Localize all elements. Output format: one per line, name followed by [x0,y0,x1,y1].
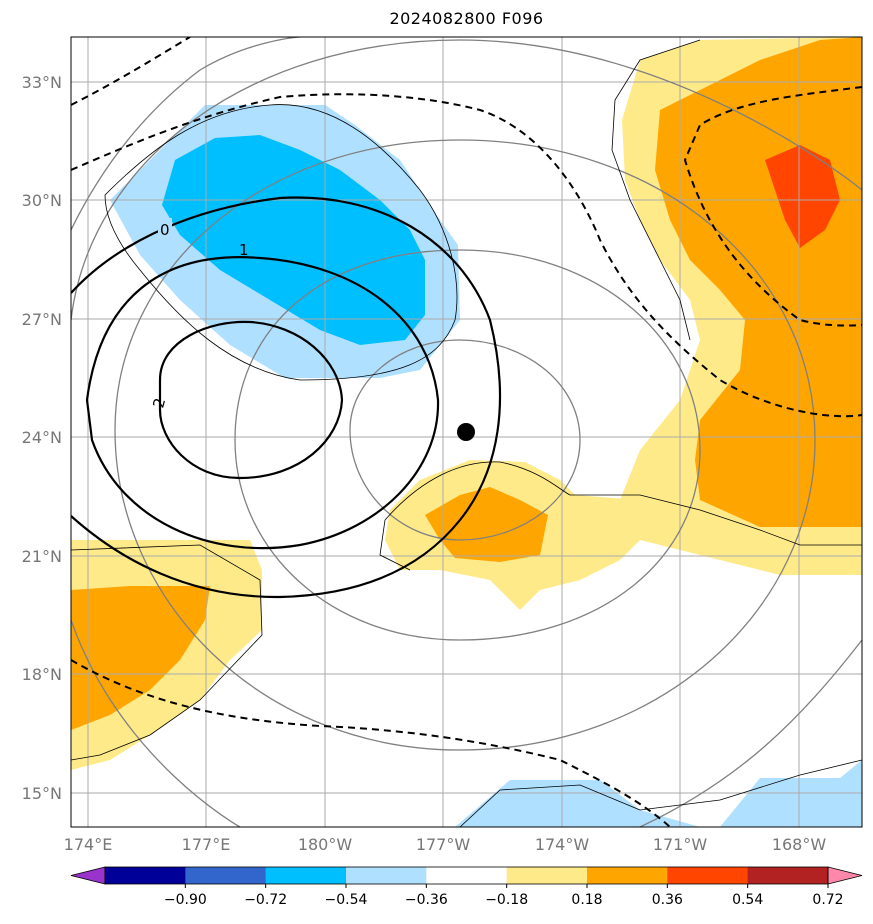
map-frame [70,36,863,828]
colorbar-segment [105,867,186,884]
colorbar-tick-label: 0.72 [812,892,843,908]
lon-label: 174°W [535,835,590,854]
colorbar-segment [185,867,267,884]
colorbar-segment [346,867,427,884]
map-title: 2024082800 F096 [389,9,544,28]
positive-anomaly-red-east [765,145,840,248]
colorbar-segment [506,867,588,884]
colorbar-tick-label: −0.90 [164,892,207,908]
lon-label: 177°E [182,835,231,854]
lat-label: 21°N [22,547,62,566]
colorbar-tick-label: −0.54 [325,892,368,908]
lon-label: 180°W [298,835,353,854]
lat-label: 33°N [22,73,62,92]
lat-label: 24°N [22,428,62,447]
negative-anomaly-blue-north [162,135,425,345]
colorbar-tick-label: 0.36 [652,892,683,908]
latitude-labels: 33°N 30°N 27°N 24°N 21°N 18°N 15°N [22,73,62,803]
grid-lines [71,37,862,827]
longitude-labels: 174°E 177°E 180°W 177°W 174°W 171°W 168°… [64,835,827,854]
colorbar-extend-low [70,866,106,885]
lon-label: 177°W [416,835,471,854]
lon-label: 168°W [772,835,827,854]
lat-label: 18°N [22,665,62,684]
contour-label-1: 1 [239,241,249,259]
colorbar-segment [587,867,668,884]
map-plot-area: 0 1 2 [71,37,862,827]
colorbar: −0.90 −0.72 −0.54 −0.36 −0.18 0.18 0.36 0.54 0.7… [70,866,863,908]
colorbar-segment [426,867,508,884]
colorbar-tick-label: −0.36 [405,892,448,908]
colorbar-tick-label: −0.18 [485,892,528,908]
colorbar-tick-label: −0.72 [244,892,287,908]
contour-label-0: 0 [160,221,170,239]
colorbar-segment [265,867,347,884]
colorbar-border [104,866,829,885]
lat-label: 15°N [22,784,62,803]
solid-black-contours [71,196,502,599]
lat-label: 27°N [22,310,62,329]
positive-anomaly-orange-center [425,487,548,562]
colorbar-segment [667,867,749,884]
colorbar-tick-label: 0.54 [732,892,763,908]
colorbar-segment [747,867,829,884]
lon-label: 171°W [653,835,708,854]
lat-label: 30°N [22,191,62,210]
lon-label: 174°E [64,835,113,854]
thin-contours [71,39,862,827]
negative-anomaly-lightblue-south [455,780,700,827]
dashed-contours [71,37,862,827]
colorbar-extend-high [827,866,863,885]
contour-label-2: 2 [149,396,169,410]
storm-center-marker [457,423,475,441]
colorbar-tick-label: 0.18 [571,892,602,908]
grey-contours [71,37,862,827]
